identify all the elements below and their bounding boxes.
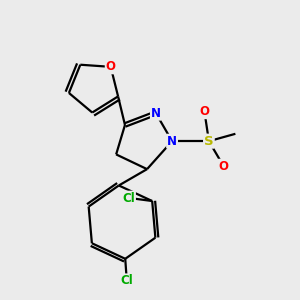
Text: O: O bbox=[200, 105, 209, 118]
Text: O: O bbox=[106, 60, 116, 73]
Text: N: N bbox=[167, 135, 177, 148]
Text: O: O bbox=[219, 160, 229, 173]
Text: N: N bbox=[151, 107, 161, 120]
Text: Cl: Cl bbox=[120, 274, 133, 287]
Text: S: S bbox=[204, 135, 214, 148]
Text: Cl: Cl bbox=[122, 192, 135, 205]
